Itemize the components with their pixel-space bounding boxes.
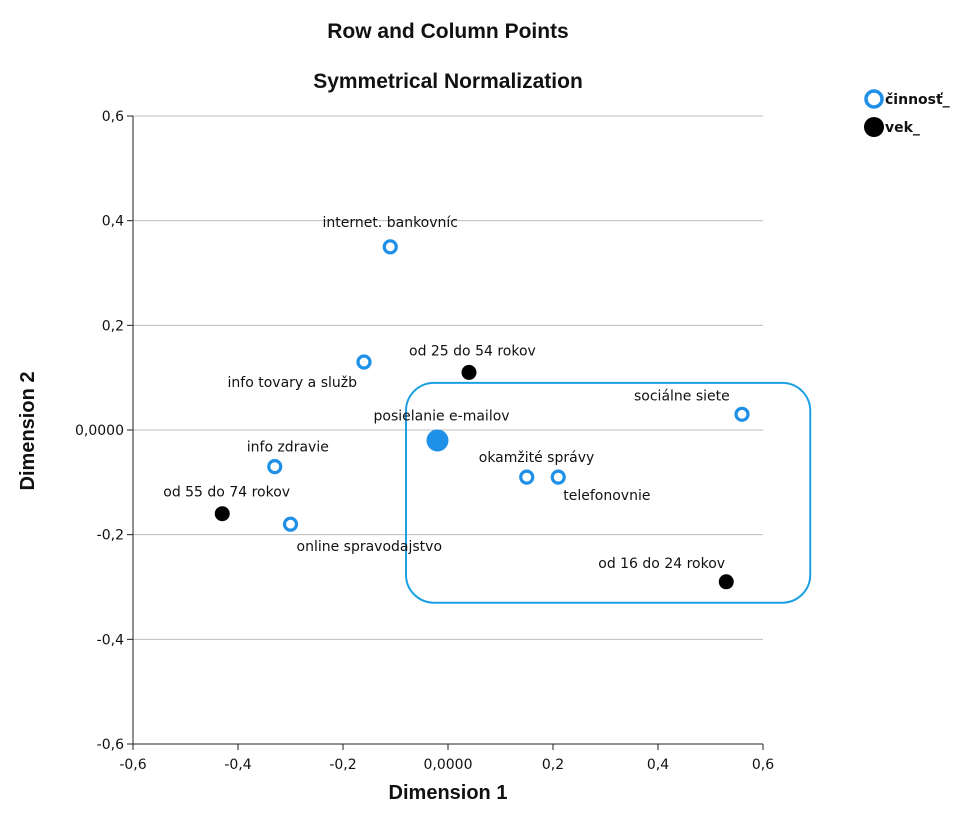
legend: činnosť_ vek_ — [864, 89, 950, 137]
label-info-zdravie: info zdravie — [247, 440, 329, 456]
label-info-tovary-a-sluzb: info tovary a služb — [228, 375, 358, 391]
point-info-zdravie — [267, 459, 283, 475]
label-internet-bankovnic: internet. bankovníc — [322, 215, 458, 231]
y-tick-label: 0,6 — [102, 109, 124, 125]
point-online-spravodajstvo — [282, 516, 299, 532]
x-tick-label: 0,4 — [647, 757, 669, 773]
legend-label-cinnost: činnosť_ — [885, 92, 950, 108]
label-od-55-do-74-rokov: od 55 do 74 rokov — [163, 485, 290, 501]
label-socialne-siete: sociálne siete — [634, 388, 730, 404]
y-axis-title: Dimension 2 — [17, 372, 39, 491]
y-tick-label: -0,4 — [97, 632, 124, 648]
y-tick-label: 0,2 — [102, 318, 124, 334]
point-od-25-do-54-rokov — [461, 364, 477, 380]
highlight-box — [405, 381, 812, 604]
label-telefonovnie: telefonovnie — [563, 488, 650, 504]
point-socialne-siete — [734, 406, 750, 422]
point-od-55-do-74-rokov — [214, 506, 230, 522]
axes — [127, 115, 764, 750]
point-internet-bankovnic — [382, 239, 398, 255]
x-tick-label: -0,6 — [119, 757, 146, 773]
chart-title: Row and Column Points — [327, 20, 569, 43]
point-labels: internet. bankovníc info tovary a služb po… — [163, 215, 730, 572]
point-od-16-do-24-rokov — [718, 574, 734, 590]
tick-labels: -0,6 -0,4 -0,2 0,0000 0,2 0,4 0,6 -0,6 -0,4 -0,2 0… — [75, 109, 774, 773]
y-tick-label: -0,2 — [97, 528, 124, 544]
x-tick-label: -0,4 — [224, 757, 251, 773]
point-info-tovary-a-sluzb — [356, 354, 372, 370]
label-online-spravodajstvo: online spravodajstvo — [297, 539, 443, 555]
label-od-25-do-54-rokov: od 25 do 54 rokov — [409, 343, 536, 359]
y-tick-label: 0,0000 — [75, 423, 124, 439]
label-okamzite-spravy: okamžité správy — [479, 450, 595, 466]
legend-marker-cinnost — [864, 89, 884, 109]
data-points — [214, 239, 750, 590]
point-posielanie-e-mailov — [426, 429, 449, 452]
label-od-16-do-24-rokov: od 16 do 24 rokov — [598, 556, 725, 572]
point-okamzite-spravy — [519, 469, 535, 485]
x-tick-label: -0,2 — [329, 757, 356, 773]
x-tick-label: 0,6 — [752, 757, 774, 773]
highlight-box-layer — [405, 381, 812, 604]
chart-subtitle: Symmetrical Normalization — [313, 70, 583, 93]
label-posielanie-e-mailov: posielanie e-mailov — [374, 408, 510, 424]
legend-marker-vek — [864, 117, 884, 137]
x-axis-title: Dimension 1 — [389, 782, 508, 804]
x-tick-label: 0,0000 — [424, 757, 473, 773]
y-tick-label: 0,4 — [102, 214, 124, 230]
gridlines — [133, 115, 763, 640]
legend-label-vek: vek_ — [885, 120, 920, 136]
point-telefonovnie — [550, 469, 566, 485]
x-tick-label: 0,2 — [542, 757, 564, 773]
y-tick-label: -0,6 — [97, 737, 124, 753]
